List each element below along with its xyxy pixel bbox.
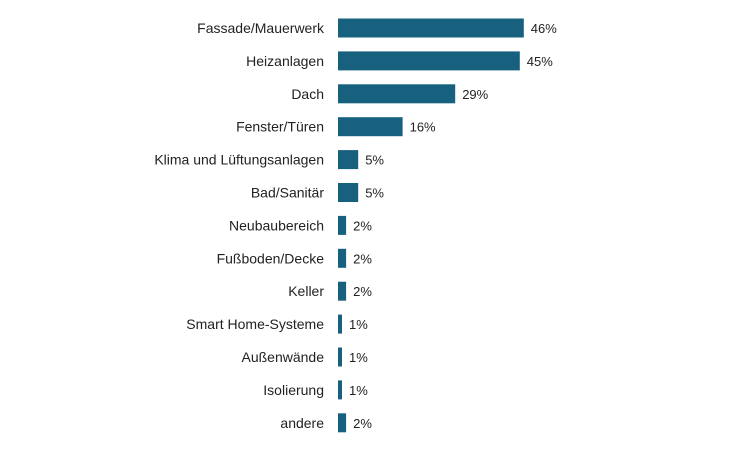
bar	[338, 314, 342, 334]
category-label: Smart Home-Systeme	[186, 316, 324, 332]
category-label: Keller	[288, 283, 324, 299]
bar	[338, 413, 347, 433]
bar	[338, 347, 342, 367]
value-label: 46%	[531, 21, 557, 36]
category-labels-group: Fassade/Mauerwerk Heizanlagen Dach Fenster/…	[154, 20, 325, 431]
category-label: Fassade/Mauerwerk	[197, 20, 325, 36]
bar	[338, 18, 524, 38]
bar	[338, 248, 347, 268]
value-label: 5%	[365, 186, 384, 201]
value-label: 1%	[349, 350, 368, 365]
value-label: 2%	[353, 284, 372, 299]
value-label: 1%	[349, 383, 368, 398]
bar	[338, 117, 403, 137]
value-label: 1%	[349, 317, 368, 332]
category-label: Außenwände	[241, 349, 324, 365]
bar	[338, 380, 342, 400]
category-label: Neubaubereich	[229, 217, 324, 233]
category-label: Bad/Sanitär	[251, 185, 324, 201]
category-label: Heizanlagen	[246, 53, 324, 69]
value-label: 45%	[527, 54, 553, 69]
category-label: Fenster/Türen	[236, 119, 324, 135]
value-label: 2%	[353, 218, 372, 233]
value-labels-group: 46% 45% 29% 16% 5% 5% 2% 2% 2% 1% 1% 1% 2%	[349, 21, 557, 431]
bar	[338, 215, 347, 235]
value-label: 5%	[365, 153, 384, 168]
category-label: Fußboden/Decke	[217, 250, 325, 266]
category-label: andere	[280, 415, 324, 431]
bar	[338, 51, 520, 71]
bar	[338, 281, 347, 301]
bar	[338, 150, 359, 170]
bars-group	[338, 18, 524, 433]
bar	[338, 183, 359, 202]
category-label: Isolierung	[263, 382, 324, 398]
value-label: 2%	[353, 251, 372, 266]
category-label: Dach	[291, 86, 324, 102]
bar	[338, 84, 456, 104]
value-label: 16%	[410, 120, 436, 135]
value-label: 29%	[462, 87, 488, 102]
value-label: 2%	[353, 416, 372, 431]
category-label: Klima und Lüftungsanlagen	[154, 152, 324, 168]
